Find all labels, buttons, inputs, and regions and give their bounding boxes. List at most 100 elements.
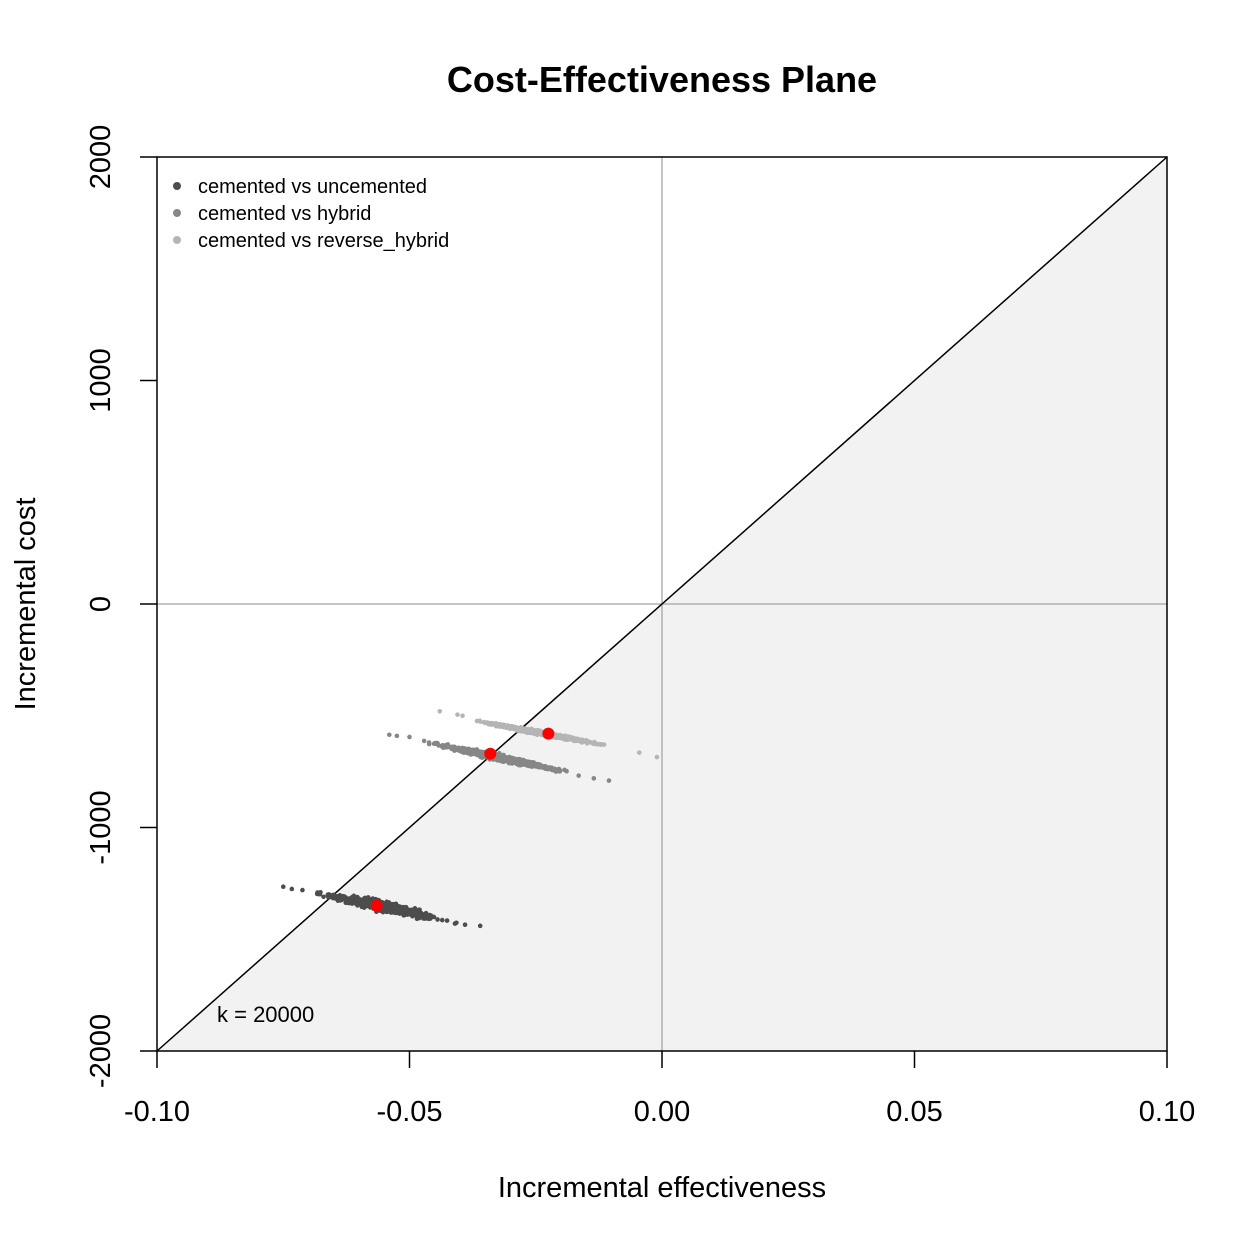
scatter-point — [513, 758, 519, 763]
scatter-point — [455, 712, 460, 717]
scatter-point — [562, 735, 567, 740]
wtp-annotation: k = 20000 — [217, 1002, 314, 1027]
scatter-point — [401, 910, 407, 916]
scatter-point — [534, 730, 540, 736]
scatter-point — [546, 766, 551, 772]
y-tick-label: -2000 — [85, 1014, 117, 1088]
scatter-point — [502, 756, 508, 761]
y-tick-label: 2000 — [85, 125, 117, 190]
scatter-point — [421, 738, 427, 744]
scatter-point — [517, 726, 523, 732]
scatter-point — [384, 906, 389, 912]
legend: cemented vs uncemented cemented vs hybrid… — [173, 176, 449, 252]
scatter-point — [589, 740, 595, 746]
scatter-point — [518, 758, 523, 763]
scatter-point — [606, 778, 612, 783]
scatter-point — [495, 752, 501, 757]
y-tick-label: 1000 — [85, 348, 117, 413]
scatter-point — [435, 917, 440, 922]
y-axis: -2000 -1000 0 1000 2000 — [85, 125, 157, 1088]
scatter-point — [474, 718, 480, 724]
scatter-point — [321, 894, 326, 900]
scatter-point — [394, 733, 400, 739]
scatter-point — [594, 741, 600, 747]
x-tick-label: -0.10 — [124, 1096, 190, 1128]
scatter-point — [408, 909, 414, 915]
scatter-point — [337, 895, 343, 901]
scatter-point — [582, 738, 588, 744]
scatter-point — [529, 729, 534, 734]
legend-marker — [173, 236, 181, 244]
scatter-point — [317, 891, 323, 897]
x-tick-label: 0.10 — [1139, 1096, 1195, 1128]
scatter-point — [387, 732, 392, 738]
scatter-point — [558, 735, 564, 741]
y-axis-label: Incremental cost — [10, 498, 42, 711]
x-tick-label: 0.00 — [634, 1096, 690, 1128]
legend-label: cemented vs hybrid — [198, 203, 371, 225]
scatter-point — [508, 758, 514, 764]
scatter-point — [654, 754, 660, 760]
legend-marker — [173, 182, 181, 190]
scatter-point — [497, 723, 503, 728]
scatter-point — [502, 723, 507, 729]
scatter-point — [522, 762, 527, 767]
scatter-point — [536, 763, 542, 768]
x-tick-label: 0.05 — [886, 1096, 942, 1128]
scatter-point — [484, 720, 490, 726]
scatter-point — [325, 892, 331, 897]
scatter-point — [576, 773, 581, 778]
scatter-point — [356, 900, 362, 905]
mean-point-2 — [484, 747, 497, 760]
scatter-point — [472, 749, 477, 755]
scatter-point — [393, 906, 399, 911]
mean-points — [370, 727, 555, 912]
scatter-point — [462, 922, 468, 928]
scatter-point — [437, 708, 443, 714]
scatter-point — [636, 750, 642, 755]
scatter-point — [343, 897, 349, 903]
scatter-point — [439, 917, 445, 923]
scatter-point — [550, 767, 555, 773]
scatter-series-3 — [437, 708, 660, 760]
mean-point-3 — [542, 727, 555, 740]
reference-lines — [156, 156, 1168, 1052]
scatter-point — [289, 886, 295, 892]
scatter-point — [351, 893, 357, 899]
x-axis: -0.10 -0.05 0.00 0.05 0.10 — [124, 1051, 1195, 1128]
scatter-point — [441, 744, 446, 749]
scatter-point — [423, 911, 428, 917]
scatter-point — [457, 746, 463, 751]
scatter-point — [426, 741, 432, 747]
x-axis-label: Incremental effectiveness — [498, 1172, 826, 1204]
wtp-threshold-line — [156, 156, 1168, 1052]
scatter-point — [591, 776, 597, 781]
scatter-point — [363, 903, 368, 908]
scatter-point — [449, 745, 455, 750]
scatter-point — [492, 722, 497, 727]
scatter-point — [427, 912, 432, 918]
scatter-point — [407, 734, 412, 740]
legend-marker — [173, 209, 181, 217]
scatter-point — [564, 768, 569, 774]
scatter-point — [330, 893, 335, 898]
legend-label: cemented vs uncemented — [198, 176, 427, 198]
mean-point-1 — [370, 899, 383, 912]
scatter-point — [452, 921, 458, 926]
scatter-point — [280, 884, 286, 890]
legend-label: cemented vs reverse_hybrid — [198, 230, 449, 252]
scatter-point — [349, 901, 355, 906]
scatter-point — [524, 728, 530, 734]
y-tick-label: 0 — [85, 596, 117, 612]
chart-title: Cost-Effectiveness Plane — [447, 59, 877, 100]
scatter-point — [300, 887, 305, 893]
scatter-point — [431, 914, 437, 920]
scatter-point — [509, 725, 515, 731]
scatter-point — [415, 912, 420, 917]
scatter-point — [570, 736, 576, 742]
scatter-point — [435, 741, 440, 746]
scatter-point — [529, 763, 535, 769]
scatter-point — [444, 918, 450, 923]
scatter-point — [477, 923, 483, 929]
